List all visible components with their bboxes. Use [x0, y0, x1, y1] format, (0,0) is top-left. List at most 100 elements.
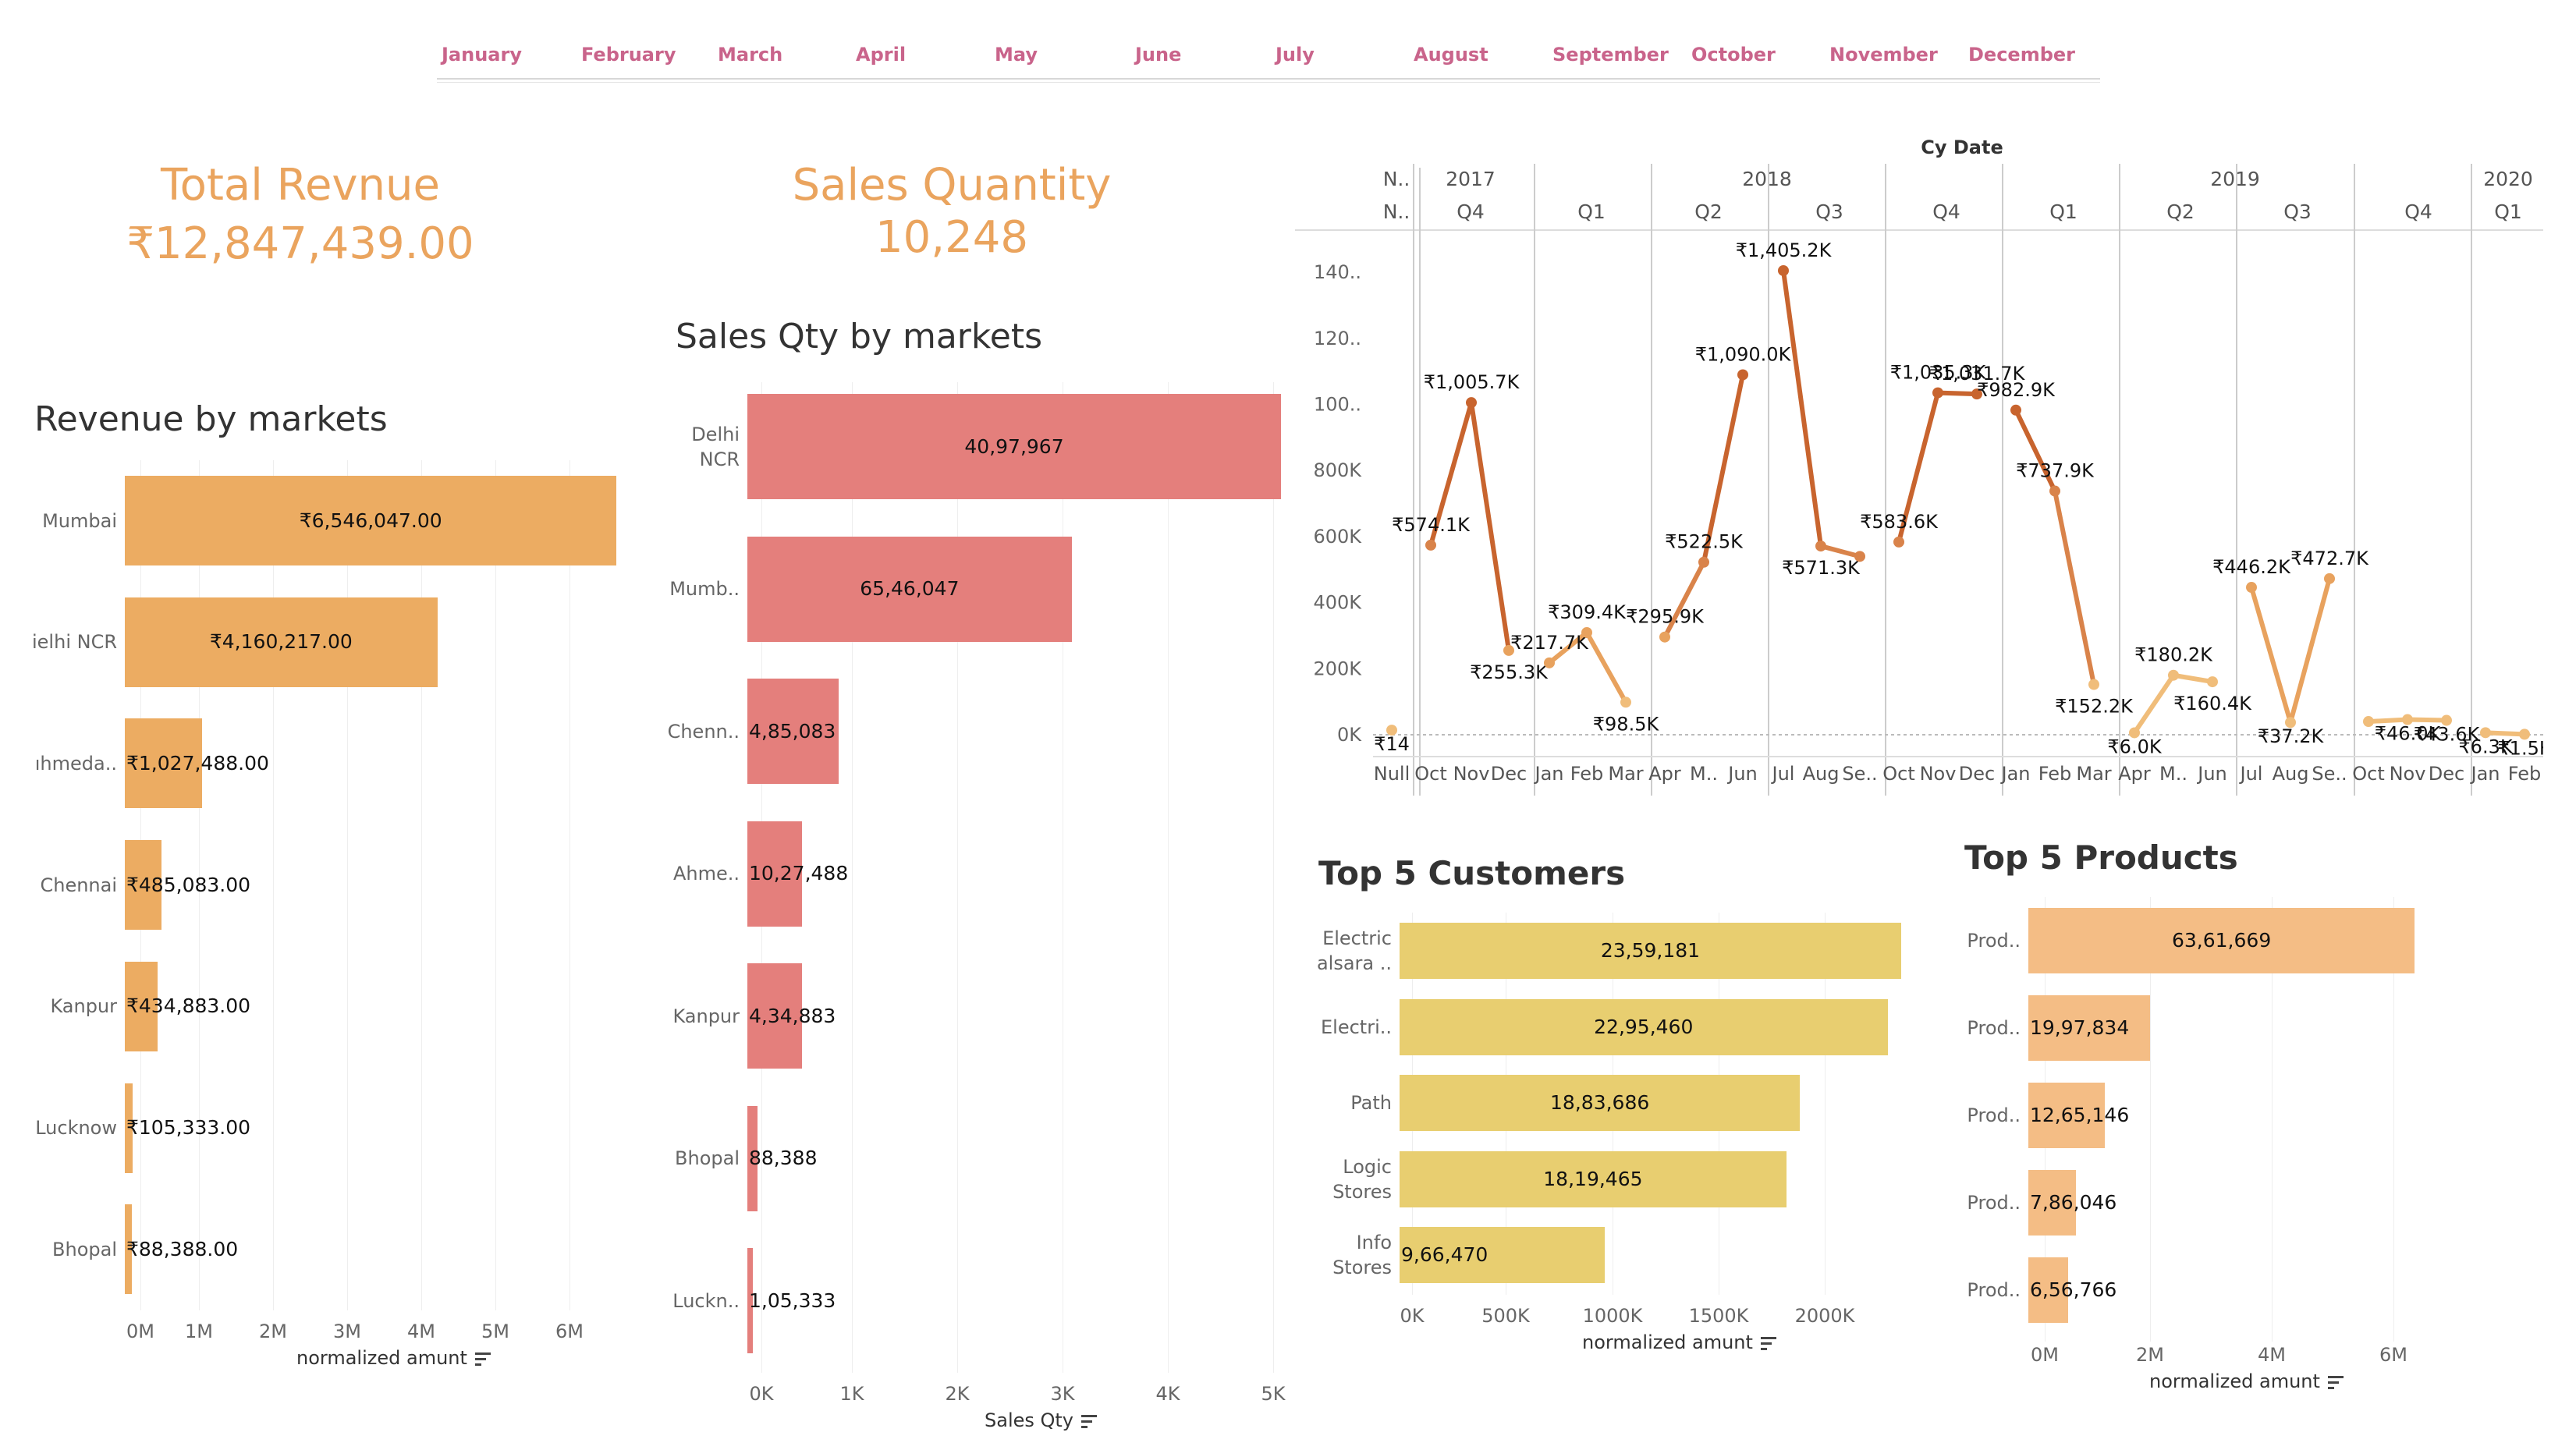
sort-icon[interactable]: [1760, 1336, 1778, 1350]
trend-point-label: ₹1,090.0K: [1695, 343, 1792, 365]
customer-bar[interactable]: [1400, 1227, 1606, 1283]
grid-line: [421, 460, 422, 1310]
customer-bar-label: 23,59,181: [1600, 939, 1701, 962]
x-axis-month-label: Nov: [1453, 763, 1490, 785]
sales-qty-bar[interactable]: [747, 963, 802, 1069]
sales-qty-bar[interactable]: [747, 821, 802, 927]
month-filter-december[interactable]: December: [1968, 44, 2076, 66]
trend-point: [2207, 676, 2218, 688]
revenue-by-markets-title: Revenue by markets: [34, 399, 388, 439]
customer-bar[interactable]: [1400, 1075, 1801, 1131]
sales-qty-axis-tick: 3K: [1050, 1383, 1075, 1405]
customer-bar[interactable]: [1400, 998, 1888, 1055]
trend-point-label: ₹309.4K: [1548, 601, 1627, 623]
quarter-label: Q2: [1694, 200, 1723, 223]
customer-axis-tick: 2000K: [1794, 1305, 1855, 1327]
grid-line: [273, 460, 274, 1310]
revenue-category-label: ielhi NCR: [32, 631, 117, 654]
quarter-label: Q3: [1815, 200, 1843, 223]
sales-qty-category-label: Bhopal: [675, 1147, 740, 1169]
trend-point: [1659, 631, 1670, 643]
revenue-axis-tick: 1M: [185, 1321, 213, 1342]
customer-axis-tick: 1000K: [1582, 1305, 1643, 1327]
trend-point: [2049, 485, 2060, 497]
sort-icon[interactable]: [474, 1352, 492, 1366]
trend-point: [2480, 727, 2491, 739]
sales-qty-bar-label: 1,05,333: [749, 1289, 836, 1312]
trend-line-segment: [1547, 629, 1589, 665]
product-axis-tick: 6M: [2379, 1344, 2407, 1366]
y-axis-tick: 800K: [1313, 459, 1362, 481]
sales-qty-category-label: Kanpur: [672, 1005, 740, 1027]
trend-point-label: ₹1,031.7K: [1929, 363, 2026, 385]
sales-qty-bar[interactable]: [747, 394, 1281, 499]
month-filter-march[interactable]: March: [718, 44, 783, 66]
x-axis-month-label: Dec: [1491, 763, 1527, 785]
revenue-bar[interactable]: [125, 961, 158, 1051]
trend-line-segment: [2053, 488, 2096, 687]
trend-point: [2246, 582, 2257, 594]
month-filter-october[interactable]: October: [1691, 44, 1776, 66]
trend-line-segment: [2014, 407, 2057, 494]
sales-qty-bar[interactable]: [747, 1105, 758, 1211]
month-filter-january[interactable]: January: [442, 44, 522, 66]
month-filter-september[interactable]: September: [1552, 44, 1669, 66]
sort-icon[interactable]: [2327, 1375, 2345, 1389]
product-bar-label: 63,61,669: [2171, 929, 2272, 952]
month-filter-june[interactable]: June: [1135, 44, 1182, 66]
y-axis-tick: 0K: [1337, 724, 1362, 746]
month-filter-february[interactable]: February: [581, 44, 676, 66]
product-bar[interactable]: [2028, 1257, 2069, 1323]
product-bar[interactable]: [2028, 1170, 2077, 1236]
trend-point-label: ₹43.6K: [2414, 724, 2481, 746]
sales-qty-bar[interactable]: [747, 679, 839, 784]
x-axis-month-label: Nov: [1920, 763, 1957, 785]
revenue-bar[interactable]: [125, 1083, 133, 1173]
trend-point: [1893, 536, 1904, 548]
month-filter-august[interactable]: August: [1414, 44, 1488, 66]
y-axis-tick: 140..: [1314, 261, 1361, 283]
quarter-label: Q1: [2494, 200, 2522, 223]
revenue-bar[interactable]: [125, 476, 617, 565]
revenue-bar[interactable]: [125, 840, 161, 931]
revenue-axis-tick: 0M: [126, 1321, 154, 1342]
revenue-bar[interactable]: [125, 597, 438, 687]
month-filter-november[interactable]: November: [1829, 44, 1938, 66]
month-filter-july[interactable]: July: [1276, 44, 1315, 66]
customer-category-label: Info Stores: [1332, 1232, 1392, 1278]
revenue-bar-label: ₹105,333.00: [126, 1116, 251, 1139]
product-axis-tick: 4M: [2258, 1344, 2286, 1366]
sales-qty-axis-tick: 0K: [749, 1383, 774, 1405]
customer-axis-tick: 0K: [1400, 1305, 1425, 1327]
product-bar[interactable]: [2028, 995, 2150, 1061]
month-filter-april[interactable]: April: [856, 44, 907, 66]
revenue-bar-label: ₹4,160,217.00: [209, 630, 353, 654]
product-bar[interactable]: [2028, 1083, 2106, 1148]
customer-bar-label: 22,95,460: [1594, 1015, 1694, 1038]
revenue-bar-label: ₹485,083.00: [126, 873, 251, 896]
sales-qty-category-label: Chenn..: [667, 720, 740, 743]
revenue-bar[interactable]: [125, 718, 202, 809]
trend-point-label: ₹180.2K: [2134, 644, 2213, 666]
customer-bar[interactable]: [1400, 1150, 1787, 1207]
sales-qty-category-label: Mumb..: [669, 578, 740, 600]
year-label: N..: [1383, 168, 1410, 190]
customer-bar[interactable]: [1400, 923, 1901, 979]
x-axis-month-label: Mar: [2076, 763, 2111, 785]
sales-qty-bar-label: 65,46,047: [860, 577, 960, 600]
trend-point-label: ₹152.2K: [2055, 696, 2134, 718]
sort-icon[interactable]: [1081, 1414, 1098, 1428]
revenue-bar-label: ₹88,388.00: [126, 1237, 239, 1260]
sales-qty-bar[interactable]: [747, 1248, 753, 1353]
x-axis-month-label: Oct: [1882, 763, 1915, 785]
x-axis-month-label: Jul: [1771, 763, 1795, 785]
quarter-label: Q1: [1577, 200, 1606, 223]
product-bar[interactable]: [2028, 908, 2415, 973]
trend-point: [1971, 388, 1982, 400]
quarter-label: Q2: [2166, 200, 2195, 223]
month-filter-may[interactable]: May: [995, 44, 1038, 66]
trend-line-segment: [2171, 672, 2215, 685]
trend-point-label: ₹583.6K: [1860, 511, 1939, 533]
sales-qty-bar[interactable]: [747, 536, 1072, 642]
revenue-bar[interactable]: [125, 1204, 132, 1295]
